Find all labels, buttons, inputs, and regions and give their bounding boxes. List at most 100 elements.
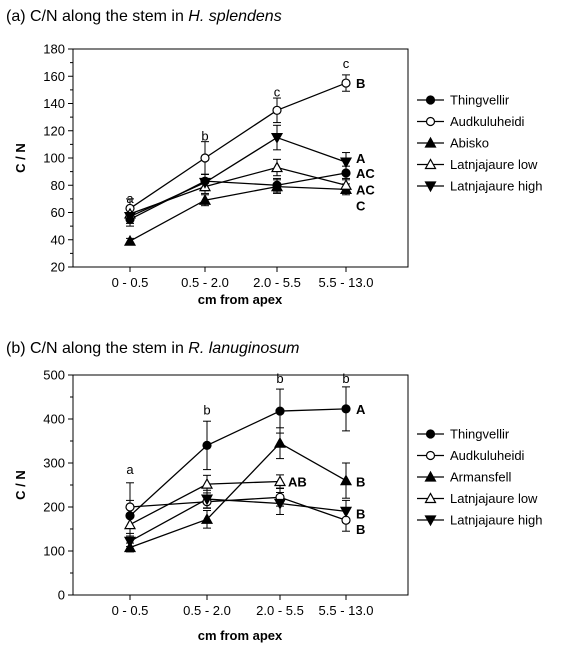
data-point-latnjajaure-low — [339, 179, 353, 190]
data-point-latnjajaure-high — [339, 506, 353, 518]
series-line-audkuluheidi — [129, 82, 347, 209]
panel-a-x-tick-label: 5.5 - 13.0 — [319, 275, 374, 290]
data-point-thingvellir — [202, 440, 212, 450]
legend-marker-abisko — [424, 136, 437, 148]
group-letter: B — [356, 507, 365, 522]
legend-label-latnjajaure-low: Latnjajaure low — [450, 157, 538, 172]
panel-a-x-tick-label: 2.0 - 5.5 — [253, 275, 301, 290]
data-point-latnjajaure-high — [339, 157, 353, 169]
legend-marker-latnjajaure-high — [424, 515, 437, 527]
panel-a-title: (a) C/N along the stem in H. splendens — [6, 8, 282, 25]
data-point-latnjajaure-high — [200, 494, 214, 506]
panel-b-error-bars — [126, 386, 350, 553]
panel-a-y-tick-label: 20 — [51, 260, 65, 275]
data-point-audkuluheidi — [125, 502, 135, 512]
series-line-latnjajaure-low — [129, 166, 347, 215]
data-point-audkuluheidi — [341, 78, 351, 88]
legend-label-audkuluheidi: Audkuluheidi — [450, 448, 525, 463]
legend-label-latnjajaure-high: Latnjajaure high — [450, 179, 543, 194]
data-point-audkuluheidi — [272, 105, 282, 115]
data-point-latnjajaure-high — [123, 536, 137, 548]
panel-b-y-tick-label: 300 — [43, 456, 65, 471]
panel-a-y-tick-label: 180 — [43, 42, 65, 57]
series-line-latnjajaure-high — [129, 136, 347, 218]
legend-label-armansfell: Armansfell — [450, 470, 512, 485]
panel-a-y-tick-label: 100 — [43, 151, 65, 166]
data-point-thingvellir — [275, 406, 285, 416]
panel-a-y-tick-label: 120 — [43, 123, 65, 138]
data-point-latnjajaure-low — [200, 477, 214, 489]
data-point-abisko — [123, 234, 137, 246]
data-point-abisko — [198, 194, 212, 205]
panel-b-x-tick-label: 0.5 - 2.0 — [183, 603, 231, 618]
legend-label-audkuluheidi: Audkuluheidi — [450, 114, 525, 129]
legend-label-abisko: Abisko — [450, 136, 489, 151]
data-point-latnjajaure-high — [273, 498, 287, 510]
panel-a-y-tick-label: 40 — [51, 232, 65, 247]
panel-b-x-axis: 0 - 0.5 0.5 - 2.0 2.0 - 5.5 5.5 - 13.0 — [112, 595, 374, 618]
panel-a-x-tick-label: 0 - 0.5 — [112, 275, 149, 290]
panel-a-x-axis-label: cm from apex — [198, 292, 283, 307]
panel-b-legend: Thingvellir Audkuluheidi Armansfell Latnjaj… — [417, 427, 543, 528]
panel-b-y-tick-label: 200 — [43, 500, 65, 515]
panel-a-legend: Thingvellir Audkuluheidi Abisko Latnjajaure… — [417, 93, 543, 194]
group-letter: C — [356, 199, 366, 214]
legend-label-latnjajaure-high: Latnjajaure high — [450, 513, 543, 528]
data-point-thingvellir — [341, 168, 351, 178]
data-point-thingvellir — [341, 404, 351, 414]
panel-a-y-tick-label: 140 — [43, 96, 65, 111]
data-point-latnjajaure-low — [123, 518, 137, 530]
panel-a: (a) C/N along the stem in H. splendens 2… — [6, 8, 543, 307]
legend-marker-audkuluheidi — [425, 116, 436, 127]
legend-marker-armansfell — [424, 470, 437, 482]
legend-marker-latnjajaure-low — [424, 492, 437, 504]
data-point-armansfell — [200, 513, 214, 524]
panel-b-x-axis-label: cm from apex — [198, 628, 283, 643]
panel-a-y-tick-label: 160 — [43, 69, 65, 84]
panel-b-y-tick-label: 0 — [58, 588, 65, 603]
legend-marker-audkuluheidi — [425, 450, 436, 461]
panel-a-y-tick-label: 80 — [51, 178, 65, 193]
legend-label-thingvellir: Thingvellir — [450, 93, 510, 108]
series-line-abisko — [129, 185, 347, 242]
data-point-latnjajaure-low — [270, 161, 284, 173]
panel-b-data-points — [123, 404, 353, 553]
panel-b-x-tick-label: 5.5 - 13.0 — [319, 603, 374, 618]
data-point-latnjajaure-high — [270, 132, 284, 144]
stage-letter: b — [203, 403, 210, 418]
data-point-audkuluheidi — [200, 153, 210, 163]
data-point-latnjajaure-high — [123, 211, 137, 223]
data-point-armansfell — [339, 474, 353, 486]
group-letter: A — [356, 151, 366, 166]
panel-b-x-tick-label: 0 - 0.5 — [112, 603, 149, 618]
panel-a-y-axis-label: C / N — [13, 143, 28, 173]
group-letter: AC — [356, 166, 375, 181]
panel-a-data-points — [123, 78, 353, 246]
stage-letter: c — [343, 56, 350, 71]
series-line-thingvellir — [129, 408, 347, 517]
group-letter: A — [356, 402, 366, 417]
data-point-abisko — [270, 180, 284, 192]
data-point-latnjajaure-low — [273, 475, 287, 487]
panel-b-x-tick-label: 2.0 - 5.5 — [256, 603, 304, 618]
panel-a-series-lines — [129, 82, 347, 242]
legend-marker-thingvellir — [425, 95, 436, 105]
panel-a-y-tick-label: 60 — [51, 205, 65, 220]
panel-b-series-lines — [129, 408, 347, 549]
panel-b-y-tick-label: 500 — [43, 368, 65, 383]
panel-b: (b) C/N along the stem in R. lanuginosum… — [6, 340, 543, 643]
panel-b-y-tick-label: 100 — [43, 544, 65, 559]
panel-b-stage-letters: a b b b — [126, 371, 349, 477]
legend-marker-thingvellir — [425, 429, 436, 439]
group-letter: B — [356, 522, 365, 537]
data-point-latnjajaure-high — [198, 177, 212, 189]
stage-letter: b — [276, 371, 283, 386]
panel-a-x-axis: 0 - 0.5 0.5 - 2.0 2.0 - 5.5 5.5 - 13.0 — [112, 267, 374, 290]
stage-letter: c — [274, 85, 281, 100]
stage-letter: b — [201, 128, 208, 143]
series-line-latnjajaure-high — [129, 498, 347, 542]
panel-b-title: (b) C/N along the stem in R. lanuginosum — [6, 340, 299, 357]
legend-label-thingvellir: Thingvellir — [450, 427, 510, 442]
